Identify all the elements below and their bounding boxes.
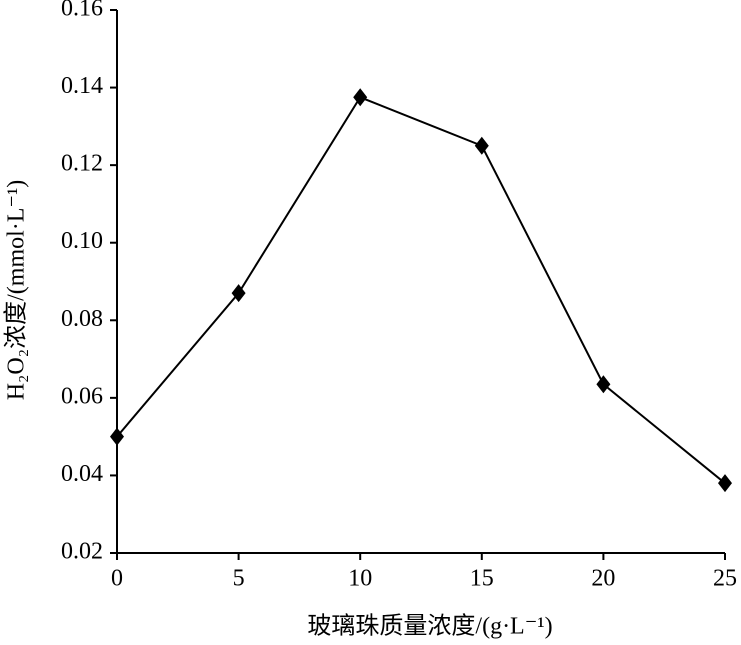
x-tick-label: 10 — [348, 566, 372, 592]
y-tick-label: 0.04 — [61, 461, 103, 487]
marker — [596, 375, 611, 394]
marker — [231, 284, 246, 303]
x-tick-label: 0 — [111, 566, 123, 592]
marker — [353, 88, 368, 107]
y-tick-label: 0.06 — [61, 383, 103, 409]
x-axis-label: 玻璃珠质量浓度/(g·L⁻¹) — [307, 613, 552, 640]
y-tick-label: 0.16 — [61, 0, 103, 22]
y-tick-label: 0.14 — [61, 73, 103, 99]
y-tick-label: 0.12 — [61, 151, 103, 177]
y-axis-label: H₂O₂浓度/(mmol·L⁻¹) — [3, 180, 30, 401]
line — [116, 96, 726, 484]
y-tick-label: 0.10 — [61, 228, 103, 254]
x-tick-label: 25 — [713, 566, 737, 592]
marker — [718, 474, 732, 493]
marker — [110, 427, 124, 446]
x-tick-label: 5 — [233, 566, 245, 592]
x-tick-label: 20 — [591, 566, 615, 592]
marker — [474, 136, 489, 155]
y-tick-label: 0.08 — [61, 306, 103, 332]
y-tick-label: 0.02 — [61, 539, 103, 565]
x-tick-label: 15 — [470, 566, 494, 592]
